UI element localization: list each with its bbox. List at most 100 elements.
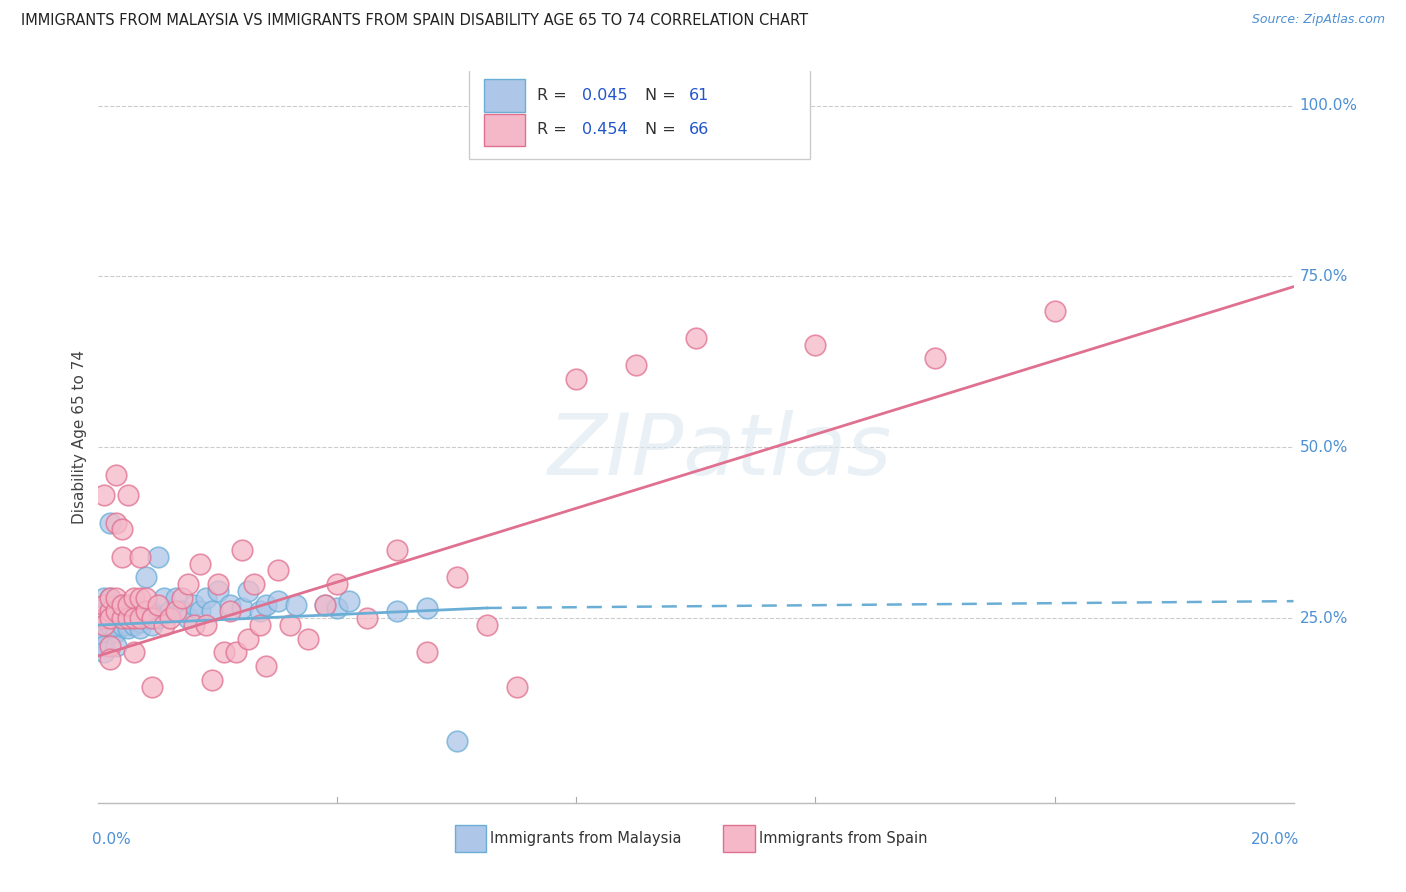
Point — [231, 601, 253, 615]
Point — [124, 591, 146, 605]
Point — [416, 645, 439, 659]
Point — [129, 591, 152, 605]
Text: 61: 61 — [689, 88, 709, 103]
Point — [159, 604, 181, 618]
Point — [98, 652, 122, 666]
Point — [93, 591, 115, 605]
Point — [135, 591, 157, 605]
Text: Source: ZipAtlas.com: Source: ZipAtlas.com — [1251, 13, 1385, 27]
Point — [93, 611, 115, 625]
Point — [183, 618, 205, 632]
Point — [254, 659, 277, 673]
Point — [105, 598, 128, 612]
FancyBboxPatch shape — [470, 68, 810, 159]
Point — [159, 611, 181, 625]
Point — [385, 542, 409, 557]
Point — [267, 594, 290, 608]
Point — [278, 618, 301, 632]
Text: IMMIGRANTS FROM MALAYSIA VS IMMIGRANTS FROM SPAIN DISABILITY AGE 65 TO 74 CORREL: IMMIGRANTS FROM MALAYSIA VS IMMIGRANTS F… — [21, 13, 808, 29]
Point — [93, 632, 115, 646]
Point — [117, 622, 139, 636]
Point — [201, 604, 224, 618]
Point — [225, 645, 247, 659]
FancyBboxPatch shape — [724, 825, 755, 852]
Point — [111, 522, 134, 536]
Point — [117, 618, 139, 632]
Point — [117, 604, 139, 618]
Point — [315, 598, 337, 612]
Point — [124, 604, 146, 618]
FancyBboxPatch shape — [454, 825, 485, 852]
Point — [117, 488, 139, 502]
Point — [148, 611, 170, 625]
Point — [98, 591, 122, 605]
Point — [93, 639, 115, 653]
Point — [236, 632, 259, 646]
Text: 66: 66 — [689, 122, 709, 137]
Text: 50.0%: 50.0% — [1299, 440, 1348, 455]
Text: 0.045: 0.045 — [582, 88, 628, 103]
Point — [111, 611, 134, 625]
Point — [506, 680, 529, 694]
Point — [129, 622, 152, 636]
Point — [267, 563, 290, 577]
Point — [207, 577, 229, 591]
Point — [195, 618, 218, 632]
Point — [117, 611, 139, 625]
Point — [98, 591, 122, 605]
Text: Immigrants from Malaysia: Immigrants from Malaysia — [491, 831, 682, 847]
Point — [105, 604, 128, 618]
Text: 100.0%: 100.0% — [1299, 98, 1358, 113]
Point — [565, 372, 588, 386]
Point — [195, 591, 218, 605]
Point — [124, 611, 146, 625]
Point — [124, 645, 146, 659]
Text: 75.0%: 75.0% — [1299, 268, 1348, 284]
Point — [135, 570, 157, 584]
Point — [236, 583, 259, 598]
Point — [446, 734, 468, 748]
Point — [626, 359, 648, 373]
FancyBboxPatch shape — [485, 79, 524, 112]
Point — [297, 632, 319, 646]
Point — [135, 604, 157, 618]
Point — [135, 611, 157, 625]
Text: R =: R = — [537, 122, 572, 137]
Point — [98, 639, 122, 653]
Point — [141, 604, 163, 618]
Point — [98, 516, 122, 530]
Text: 25.0%: 25.0% — [1299, 611, 1348, 625]
Point — [124, 611, 146, 625]
Point — [111, 604, 134, 618]
Point — [111, 549, 134, 564]
Point — [98, 611, 122, 625]
Point — [93, 598, 115, 612]
Text: ZIPatlas: ZIPatlas — [548, 410, 891, 493]
Point — [111, 598, 134, 612]
Point — [249, 618, 271, 632]
Point — [98, 604, 122, 618]
Point — [129, 549, 152, 564]
Point — [98, 611, 122, 625]
Point — [249, 604, 271, 618]
Point — [105, 639, 128, 653]
Point — [685, 331, 707, 345]
Point — [105, 611, 128, 625]
Text: 20.0%: 20.0% — [1251, 832, 1299, 847]
Point — [105, 591, 128, 605]
Point — [177, 611, 200, 625]
Point — [172, 604, 194, 618]
Point — [111, 598, 134, 612]
Point — [93, 618, 115, 632]
Text: N =: N = — [644, 88, 681, 103]
Point — [165, 591, 187, 605]
Point — [93, 488, 115, 502]
Text: 0.454: 0.454 — [582, 122, 628, 137]
Point — [924, 351, 946, 366]
Point — [124, 618, 146, 632]
Point — [165, 604, 187, 618]
Point — [188, 557, 211, 571]
Point — [326, 577, 349, 591]
Point — [141, 680, 163, 694]
Point — [105, 618, 128, 632]
